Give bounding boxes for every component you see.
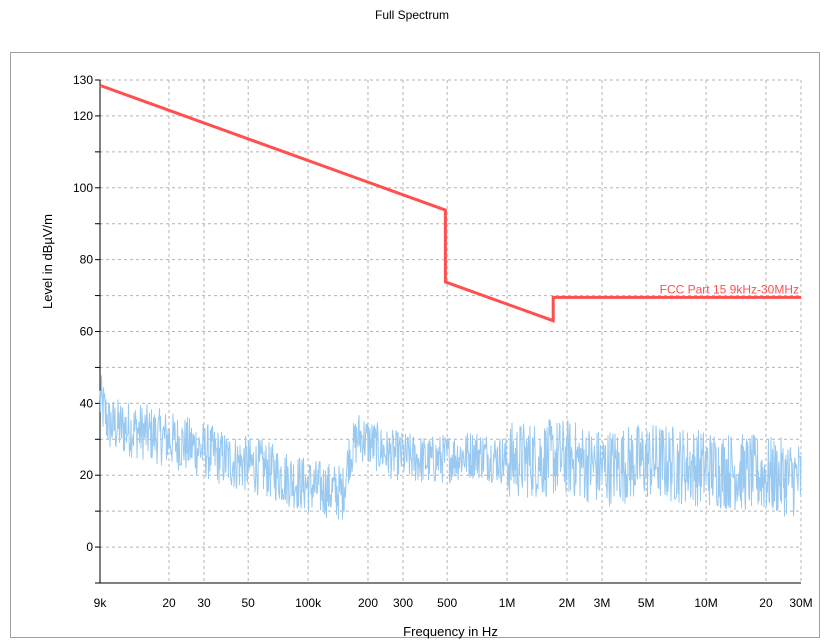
x-tick-label: 50 <box>242 596 256 610</box>
y-tick-label: 100 <box>73 181 93 195</box>
fcc-limit-line <box>99 83 801 323</box>
y-tick-label: 120 <box>73 109 93 123</box>
y-tick-label: 80 <box>80 253 94 267</box>
x-tick-label: 5M <box>638 596 655 610</box>
plot-frame <box>10 52 820 638</box>
grid-lines <box>99 79 802 584</box>
x-tick-label: 30M <box>789 596 812 610</box>
measurement-trace <box>99 375 802 520</box>
y-axis-label: Level in dBµV/m <box>40 214 55 309</box>
y-tick-label: 20 <box>80 468 94 482</box>
x-tick-label: 3M <box>594 596 611 610</box>
limit-line-label: FCC Part 15 9kHz-30MHz <box>660 282 799 296</box>
x-tick-label: 30 <box>197 596 211 610</box>
x-tick-label: 200 <box>358 596 378 610</box>
x-tick-label: 500 <box>437 596 457 610</box>
x-tick-label: 2M <box>559 596 576 610</box>
y-tick-label: 130 <box>73 73 93 87</box>
y-tick-label: 40 <box>80 396 94 410</box>
x-tick-label: 9k <box>94 596 108 610</box>
x-tick-label: 300 <box>393 596 413 610</box>
chart-title: Full Spectrum <box>374 8 450 22</box>
x-tick-label: 1M <box>499 596 516 610</box>
y-tick-label: 0 <box>86 540 93 554</box>
x-axis-label: Frequency in Hz <box>403 624 498 639</box>
x-tick-label: 20 <box>162 596 176 610</box>
x-tick-label: 100k <box>295 596 322 610</box>
x-tick-label: 10M <box>694 596 717 610</box>
y-tick-label: 60 <box>80 325 94 339</box>
x-tick-label: 20 <box>759 596 773 610</box>
